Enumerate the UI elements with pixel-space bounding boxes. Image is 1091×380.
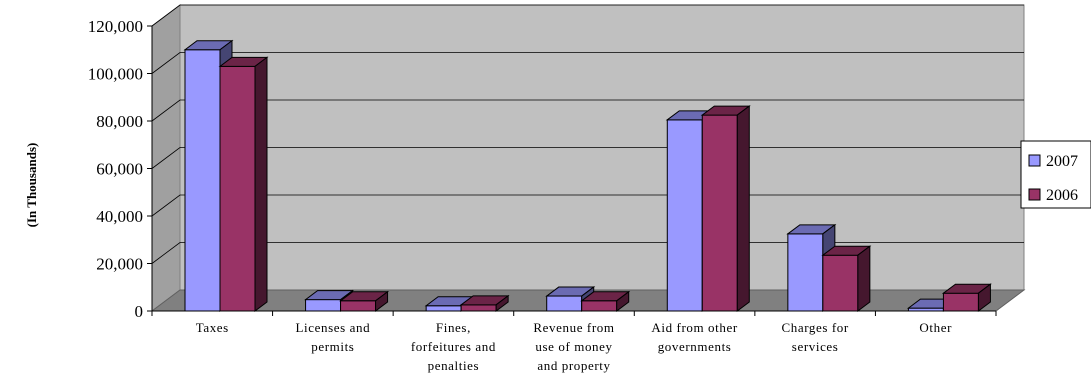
bar-side bbox=[736, 105, 750, 312]
category-label-line: permits bbox=[311, 339, 354, 354]
category-label-line: Taxes bbox=[196, 320, 229, 335]
bar-side bbox=[616, 290, 630, 312]
category-label: Revenue from use of money and property bbox=[533, 320, 614, 373]
y-tick-label: 40,000 bbox=[96, 207, 143, 226]
legend-label: 2007 bbox=[1046, 153, 1078, 170]
bar bbox=[339, 290, 390, 312]
category-label: Licenses and permits bbox=[296, 320, 371, 354]
legend-label: 2006 bbox=[1046, 187, 1078, 204]
category-label: Aid from other governments bbox=[651, 320, 737, 354]
legend: 2007 2006 bbox=[1020, 140, 1091, 209]
y-tick-label: 120,000 bbox=[88, 17, 143, 36]
bar bbox=[821, 245, 872, 312]
y-axis-label: (In Thousands) bbox=[24, 143, 39, 228]
bar-front bbox=[460, 304, 497, 312]
y-tick-labels: 0 20,000 40,000 60,000 80,000 100,000 120,000 bbox=[88, 17, 143, 321]
category-label: Charges for services bbox=[781, 320, 848, 354]
category-labels: Taxes Licenses and permits Fines, forfeiture… bbox=[196, 320, 952, 373]
bar-side bbox=[495, 294, 509, 312]
gridline bbox=[151, 99, 1024, 122]
y-tick-label: 0 bbox=[135, 302, 144, 321]
bar-front bbox=[184, 49, 221, 312]
y-tick-label: 100,000 bbox=[88, 65, 143, 84]
category-label-line: Charges for bbox=[781, 320, 848, 335]
bar-front bbox=[701, 114, 738, 312]
bar-side bbox=[375, 290, 389, 312]
category-label-line: penalties bbox=[428, 358, 480, 373]
bar-front bbox=[787, 233, 824, 312]
bar-front bbox=[942, 292, 979, 312]
bar-side bbox=[977, 283, 991, 312]
category-label-line: Fines, bbox=[436, 320, 471, 335]
y-tick-label: 80,000 bbox=[96, 112, 143, 131]
category-label-line: Other bbox=[919, 320, 952, 335]
bar-front bbox=[822, 254, 859, 312]
bar bbox=[580, 290, 631, 312]
bar bbox=[700, 105, 751, 312]
category-label-line: services bbox=[792, 339, 839, 354]
bar bbox=[459, 294, 510, 312]
bar-side bbox=[254, 56, 268, 312]
chart-walls bbox=[151, 4, 1025, 312]
bar-front bbox=[581, 300, 618, 312]
bar-front bbox=[546, 295, 583, 312]
category-label-line: Revenue from bbox=[533, 320, 614, 335]
legend-swatch bbox=[1028, 188, 1041, 201]
bar-front bbox=[666, 119, 703, 312]
bar-front bbox=[340, 300, 377, 312]
category-label: Fines, forfeitures and penalties bbox=[411, 320, 496, 373]
bar-side bbox=[857, 245, 871, 312]
bar-front bbox=[305, 299, 342, 312]
gridline bbox=[151, 4, 1024, 27]
bar-front bbox=[219, 65, 256, 312]
bars bbox=[183, 39, 992, 312]
legend-swatch bbox=[1028, 154, 1041, 167]
category-label: Other bbox=[919, 320, 952, 335]
y-tick-label: 60,000 bbox=[96, 160, 143, 179]
category-label-line: use of money bbox=[535, 339, 612, 354]
y-tick-label: 20,000 bbox=[96, 255, 143, 274]
category-label-line: and property bbox=[537, 358, 610, 373]
bar bbox=[941, 283, 992, 312]
category-label-line: forfeitures and bbox=[411, 339, 496, 354]
gridline bbox=[151, 52, 1024, 74]
bar bbox=[218, 56, 269, 312]
category-label: Taxes bbox=[196, 320, 229, 335]
category-label-line: governments bbox=[658, 339, 732, 354]
category-label-line: Licenses and bbox=[296, 320, 371, 335]
category-label-line: Aid from other bbox=[651, 320, 737, 335]
bar-front bbox=[425, 305, 462, 312]
